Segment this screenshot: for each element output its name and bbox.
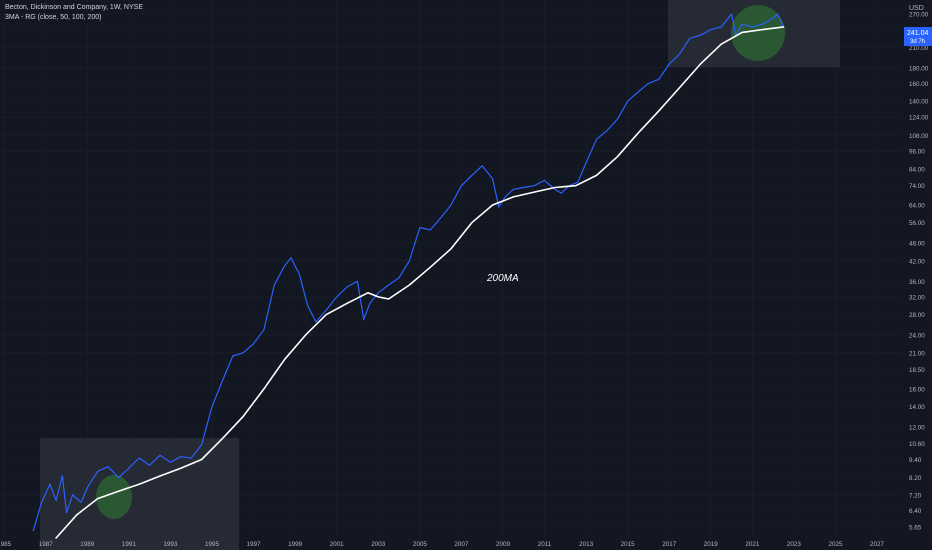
highlight-circle-2020 bbox=[731, 5, 785, 61]
y-tick-label: 12.00 bbox=[909, 425, 925, 432]
x-tick-label: 1987 bbox=[39, 541, 54, 548]
y-tick-label: 5.65 bbox=[909, 524, 922, 531]
highlight-circle-1988 bbox=[96, 475, 132, 519]
x-tick-label: 2027 bbox=[870, 541, 885, 548]
x-tick-label: 2003 bbox=[371, 541, 386, 548]
y-tick-label: 42.00 bbox=[909, 258, 925, 265]
y-tick-label: 24.00 bbox=[909, 333, 925, 340]
x-tick-label: 1991 bbox=[122, 541, 137, 548]
x-tick-label: 2019 bbox=[704, 541, 719, 548]
y-tick-label: 56.00 bbox=[909, 220, 925, 227]
x-tick-label: 1985 bbox=[0, 541, 12, 548]
x-tick-label: 2025 bbox=[828, 541, 843, 548]
y-tick-label: 64.00 bbox=[909, 202, 925, 209]
y-tick-label: 160.00 bbox=[909, 81, 929, 88]
y-tick-label: 6.40 bbox=[909, 508, 922, 515]
y-tick-label: 124.00 bbox=[909, 115, 929, 122]
y-tick-label: 48.00 bbox=[909, 241, 925, 248]
y-tick-label: 210.00 bbox=[909, 45, 929, 52]
price-line bbox=[32, 13, 785, 532]
last-price-badge-box bbox=[904, 27, 932, 46]
x-tick-label: 2001 bbox=[330, 541, 345, 548]
y-tick-label: 18.50 bbox=[909, 367, 925, 374]
y-tick-label: 180.00 bbox=[909, 65, 929, 72]
y-tick-label: 10.60 bbox=[909, 441, 925, 448]
y-tick-label: 96.00 bbox=[909, 149, 925, 156]
x-tick-label: 1999 bbox=[288, 541, 303, 548]
x-tick-label: 2015 bbox=[621, 541, 636, 548]
y-tick-label: 7.20 bbox=[909, 492, 922, 499]
x-tick-label: 2017 bbox=[662, 541, 677, 548]
y-tick-label: 84.00 bbox=[909, 166, 925, 173]
highlight-box-1986-1994 bbox=[40, 438, 239, 550]
x-tick-label: 2023 bbox=[787, 541, 802, 548]
indicator-label[interactable]: 3MA - RG (close, 50, 100, 200) bbox=[5, 13, 102, 21]
y-tick-label: 16.00 bbox=[909, 386, 925, 393]
symbol-title[interactable]: Becton, Dickinson and Company, 1W, NYSE bbox=[5, 4, 143, 11]
x-tick-label: 1989 bbox=[80, 541, 95, 548]
y-tick-label: 9.40 bbox=[909, 457, 922, 464]
y-tick-label: 14.00 bbox=[909, 404, 925, 411]
currency-label: USD bbox=[909, 5, 924, 12]
x-tick-label: 2011 bbox=[538, 541, 552, 548]
y-tick-label: 8.20 bbox=[909, 475, 922, 482]
y-tick-label: 74.00 bbox=[909, 183, 925, 190]
y-tick-label: 28.00 bbox=[909, 312, 925, 319]
y-tick-label: 108.00 bbox=[909, 133, 929, 140]
series bbox=[32, 13, 785, 539]
x-tick-label: 2009 bbox=[496, 541, 511, 548]
y-tick-label: 140.00 bbox=[909, 99, 929, 106]
x-tick-label: 2013 bbox=[579, 541, 594, 548]
x-tick-label: 1993 bbox=[163, 541, 178, 548]
x-tick-label: 1995 bbox=[205, 541, 220, 548]
time-axis[interactable]: 1985 1987 1989 1991 1993 1995 1997 1999 2001 2003… bbox=[0, 541, 885, 548]
price-axis[interactable]: 5.65 6.40 7.20 8.20 9.40 10.60 12.00 14.00 16.00… bbox=[909, 11, 929, 531]
last-price-value: 241.04 bbox=[907, 30, 929, 37]
x-tick-label: 2021 bbox=[745, 541, 760, 548]
x-tick-label: 2007 bbox=[454, 541, 469, 548]
y-tick-label: 36.00 bbox=[909, 279, 925, 286]
moving-average-line bbox=[55, 26, 785, 539]
x-tick-label: 2005 bbox=[413, 541, 428, 548]
legend: Becton, Dickinson and Company, 1W, NYSE … bbox=[5, 3, 143, 22]
last-price-badge: 241.04 3d 7h bbox=[904, 27, 932, 46]
countdown-value: 3d 7h bbox=[910, 39, 925, 45]
y-tick-label: 21.00 bbox=[909, 350, 925, 357]
y-tick-label: 32.00 bbox=[909, 294, 925, 301]
x-tick-label: 1997 bbox=[247, 541, 262, 548]
y-tick-label: 270.00 bbox=[909, 11, 929, 18]
annotation-200ma: 200MA bbox=[486, 273, 519, 284]
